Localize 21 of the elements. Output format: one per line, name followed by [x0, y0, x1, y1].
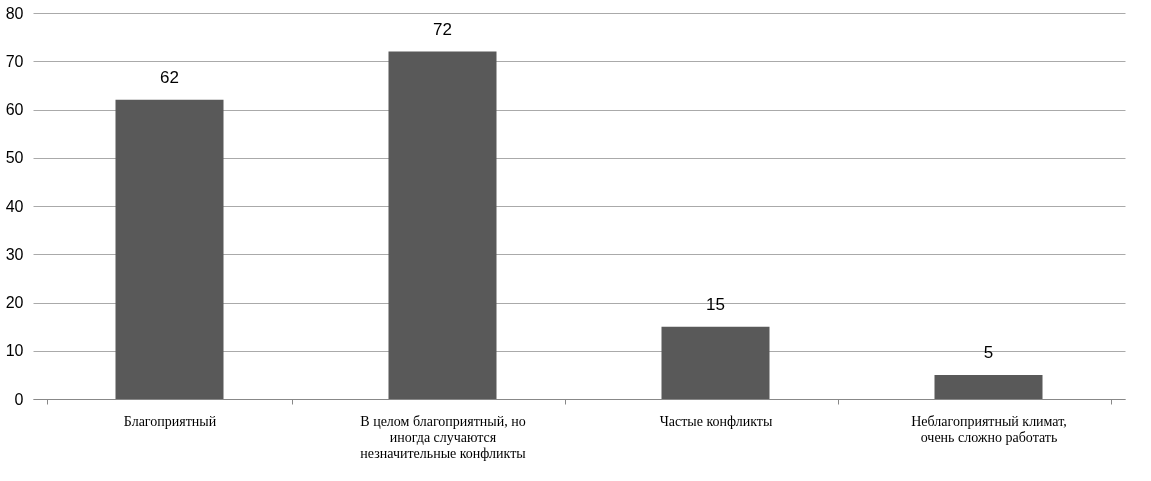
y-tick-label: 10 — [5, 342, 24, 360]
data-label: 62 — [160, 67, 179, 87]
y-tick-label: 0 — [14, 390, 24, 408]
bar — [115, 99, 224, 399]
y-tick-label: 40 — [5, 197, 24, 215]
y-tick-label: 70 — [5, 52, 24, 70]
x-tick-label: Частые конфликты — [659, 413, 773, 429]
bar — [388, 51, 497, 399]
y-tick-label: 20 — [5, 294, 24, 311]
x-tick-label: Неблагоприятный климат, очень сложно работать — [911, 413, 1067, 445]
y-tick-label: 60 — [5, 101, 24, 118]
bar — [934, 374, 1043, 399]
x-tick-label: Благоприятный — [123, 413, 217, 429]
data-label: 72 — [433, 19, 452, 39]
bar — [661, 326, 770, 399]
data-label: 5 — [983, 342, 994, 362]
data-label: 15 — [706, 294, 725, 314]
y-tick-label: 80 — [5, 4, 24, 22]
y-tick-label: 50 — [5, 149, 24, 167]
y-tick-label: 30 — [5, 245, 24, 263]
x-tick-label: В целом благоприятный, но иногда случаются незначительные конфликты — [360, 413, 527, 461]
